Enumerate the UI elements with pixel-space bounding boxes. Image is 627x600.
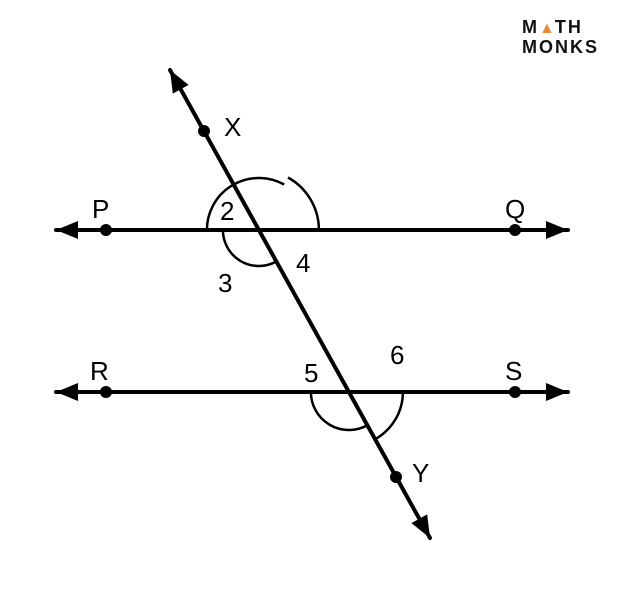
point-label-X: X xyxy=(224,112,241,143)
point-label-S: S xyxy=(505,356,522,387)
point-label-R: R xyxy=(90,356,109,387)
point-label-P: P xyxy=(92,194,109,225)
angle-label-4: 4 xyxy=(296,248,310,279)
angle-label-2: 2 xyxy=(220,196,234,227)
point-label-Q: Q xyxy=(505,194,525,225)
geometry-svg xyxy=(0,0,627,600)
point-label-Y: Y xyxy=(412,458,429,489)
angle-label-5: 5 xyxy=(304,358,318,389)
diagram-canvas: M▲TH MONKS PQRSXY23456 xyxy=(0,0,627,600)
angle-label-6: 6 xyxy=(390,340,404,371)
angle-label-3: 3 xyxy=(218,268,232,299)
